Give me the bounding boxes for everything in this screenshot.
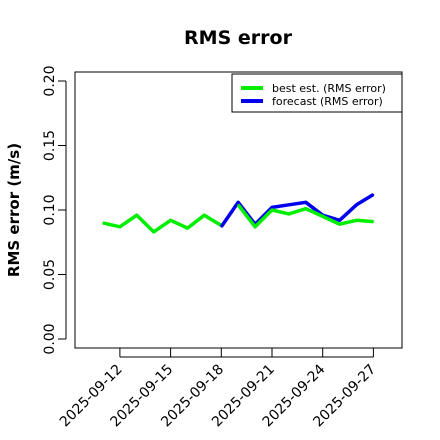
data-point-0-0 [102, 222, 104, 224]
legend-label-best-est: best est. (RMS error) [272, 82, 386, 95]
data-point-2-12 [305, 207, 307, 210]
data-point-2-11 [288, 213, 290, 215]
data-point-2-9 [254, 225, 256, 228]
chart-title: RMS error [184, 27, 293, 49]
data-point-1-8 [237, 201, 239, 204]
data-point-0-1 [119, 225, 121, 228]
data-point-2-15 [355, 219, 358, 222]
data-point-2-10 [271, 209, 273, 211]
x-axis: 2025-09-122025-09-152025-09-182025-09-21… [57, 348, 379, 430]
data-point-0-2 [136, 214, 138, 216]
data-point-0-3 [152, 231, 155, 233]
legend: best est. (RMS error) forecast (RMS erro… [231, 73, 403, 113]
y-tick-label-3: 0.15 [42, 130, 58, 161]
y-axis-label: RMS error (m/s) [5, 143, 23, 277]
y-tick-label-0: 0.00 [42, 323, 58, 354]
legend-label-forecast: forecast (RMS error) [272, 95, 383, 108]
series-layer [102, 193, 375, 234]
data-point-1-12 [305, 201, 307, 204]
data-point-0-4 [169, 219, 172, 222]
data-point-0-5 [186, 227, 189, 229]
legend-box [231, 73, 403, 113]
y-tick-label-4: 0.20 [42, 65, 58, 96]
data-point-1-10 [271, 206, 273, 209]
data-point-0-6 [203, 214, 206, 216]
data-point-1-15 [355, 204, 358, 206]
data-point-1-16 [372, 193, 375, 196]
plot-frame [74, 71, 403, 349]
data-point-2-16 [372, 220, 375, 223]
data-point-2-8 [237, 204, 239, 206]
y-tick-label-1: 0.05 [42, 259, 58, 290]
y-tick-label-2: 0.10 [42, 194, 58, 225]
data-point-2-13 [321, 215, 324, 218]
data-point-1-14 [338, 219, 341, 222]
series-line-0 [102, 213, 223, 234]
y-axis: 0.00 0.05 0.10 0.15 0.20 [42, 65, 67, 355]
data-point-1-11 [288, 204, 290, 206]
data-point-1-7 [220, 225, 223, 228]
data-point-2-14 [338, 223, 341, 225]
